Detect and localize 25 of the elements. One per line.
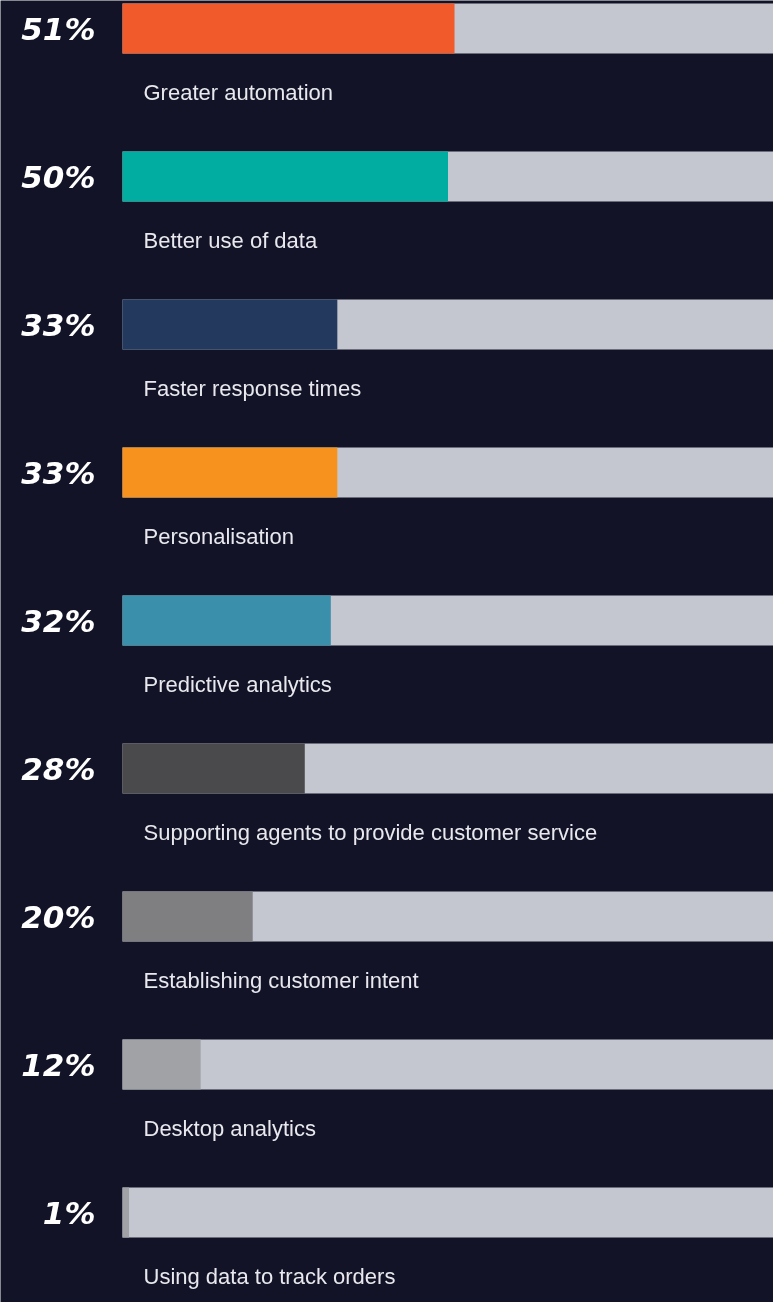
data-label: 51% (21, 10, 96, 47)
bar (122, 891, 253, 942)
bar (122, 1187, 130, 1238)
y-tick-label: Predictive analytics (143, 672, 332, 697)
data-label: 33% (21, 306, 96, 343)
data-label: 33% (21, 454, 96, 491)
data-label: 20% (21, 898, 96, 935)
data-label: 12% (21, 1046, 96, 1083)
y-tick-label: Supporting agents to provide customer service (143, 820, 598, 845)
data-label: 1% (42, 1194, 96, 1231)
data-label: 28% (21, 750, 96, 787)
y-tick-label: Better use of data (143, 228, 318, 253)
y-tick-label: Establishing customer intent (143, 968, 419, 993)
data-label: 32% (21, 602, 96, 639)
bar (122, 743, 305, 794)
y-tick-label: Desktop analytics (143, 1116, 316, 1141)
y-tick-label: Personalisation (143, 524, 294, 549)
bar (122, 299, 338, 350)
bar (122, 447, 338, 498)
bar (122, 595, 331, 646)
bar (122, 1039, 201, 1090)
y-tick-label: Greater automation (143, 80, 334, 105)
y-tick-label: Using data to track orders (143, 1264, 396, 1289)
data-label: 50% (21, 158, 96, 195)
y-tick-label: Faster response times (143, 376, 362, 401)
